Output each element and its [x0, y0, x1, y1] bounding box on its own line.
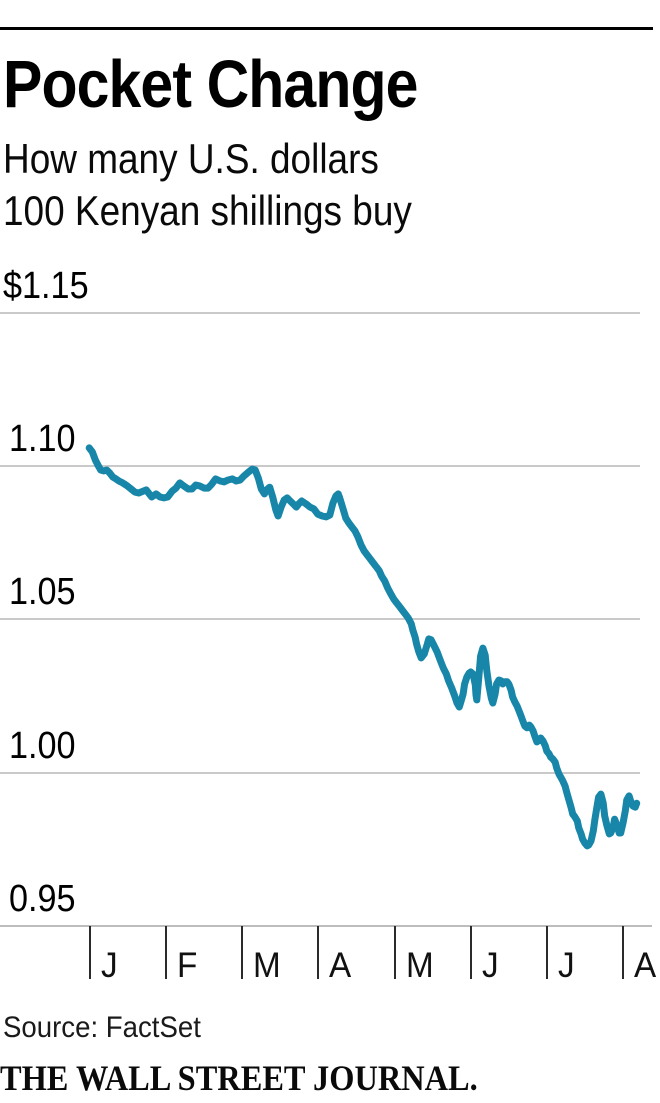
x-axis-label-text: J — [557, 946, 575, 985]
y-axis-label-text: 0.95 — [9, 877, 76, 920]
x-axis-label-J-0: J — [101, 948, 119, 984]
y-axis-label-text: 1.10 — [9, 418, 76, 460]
gridline-1.15 — [0, 311, 640, 314]
chart-subtitle-line2: 100 Kenyan shillings buy — [3, 187, 412, 234]
x-axis-tick-4 — [393, 926, 396, 979]
top-rule — [0, 27, 653, 30]
x-axis-tick-6 — [545, 926, 548, 979]
chart-subtitle: How many U.S. dollars 100 Kenyan shillin… — [3, 133, 468, 237]
x-axis-label-M-4: M — [406, 948, 435, 984]
gridline-1.1 — [0, 465, 640, 467]
y-axis-label-text: 1.05 — [9, 571, 76, 614]
y-axis-label-1.15: $1.15 — [3, 266, 98, 306]
x-axis-label-J-6: J — [558, 948, 576, 984]
x-axis-label-text: A — [633, 946, 657, 985]
x-axis-label-J-5: J — [482, 948, 500, 984]
x-axis-tick-7 — [621, 926, 624, 979]
x-axis-label-M-2: M — [253, 948, 282, 984]
x-axis-tick-0 — [89, 926, 91, 979]
y-axis-label-1: 1.00 — [9, 726, 83, 766]
x-axis-label-text: M — [253, 946, 281, 985]
x-axis-tick-3 — [317, 926, 320, 979]
wsj-masthead: THE WALL STREET JOURNAL. — [0, 1058, 478, 1098]
x-axis-tick-1 — [165, 926, 168, 979]
x-axis-label-text: F — [177, 946, 198, 985]
price-line — [85, 444, 641, 850]
x-axis-label-A-3: A — [329, 948, 352, 984]
y-axis-label-1.1: 1.10 — [9, 419, 83, 459]
x-axis-label-text: J — [101, 946, 118, 985]
gridline-0.95 — [0, 924, 652, 927]
x-axis-tick-2 — [241, 926, 244, 979]
x-axis-label-A-7: A — [634, 948, 657, 984]
chart-title-text: Pocket Change — [3, 47, 418, 122]
x-axis-label-text: A — [329, 946, 352, 985]
chart-title: Pocket Change — [3, 47, 474, 122]
gridline-1.05 — [0, 618, 640, 621]
x-axis-label-text: J — [481, 946, 499, 985]
chart-subtitle-line1: How many U.S. dollars — [3, 135, 379, 182]
y-axis-label-text: $1.15 — [3, 264, 89, 307]
x-axis-label-text: M — [405, 946, 434, 985]
x-axis-tick-5 — [469, 926, 472, 979]
x-axis-label-F-1: F — [177, 948, 198, 984]
y-axis-label-0.95: 0.95 — [9, 879, 83, 919]
gridline-1 — [0, 771, 640, 774]
y-axis-label-text: 1.00 — [9, 724, 76, 767]
y-axis-label-1.05: 1.05 — [9, 572, 83, 612]
source-note: Source: FactSet — [3, 1011, 201, 1044]
